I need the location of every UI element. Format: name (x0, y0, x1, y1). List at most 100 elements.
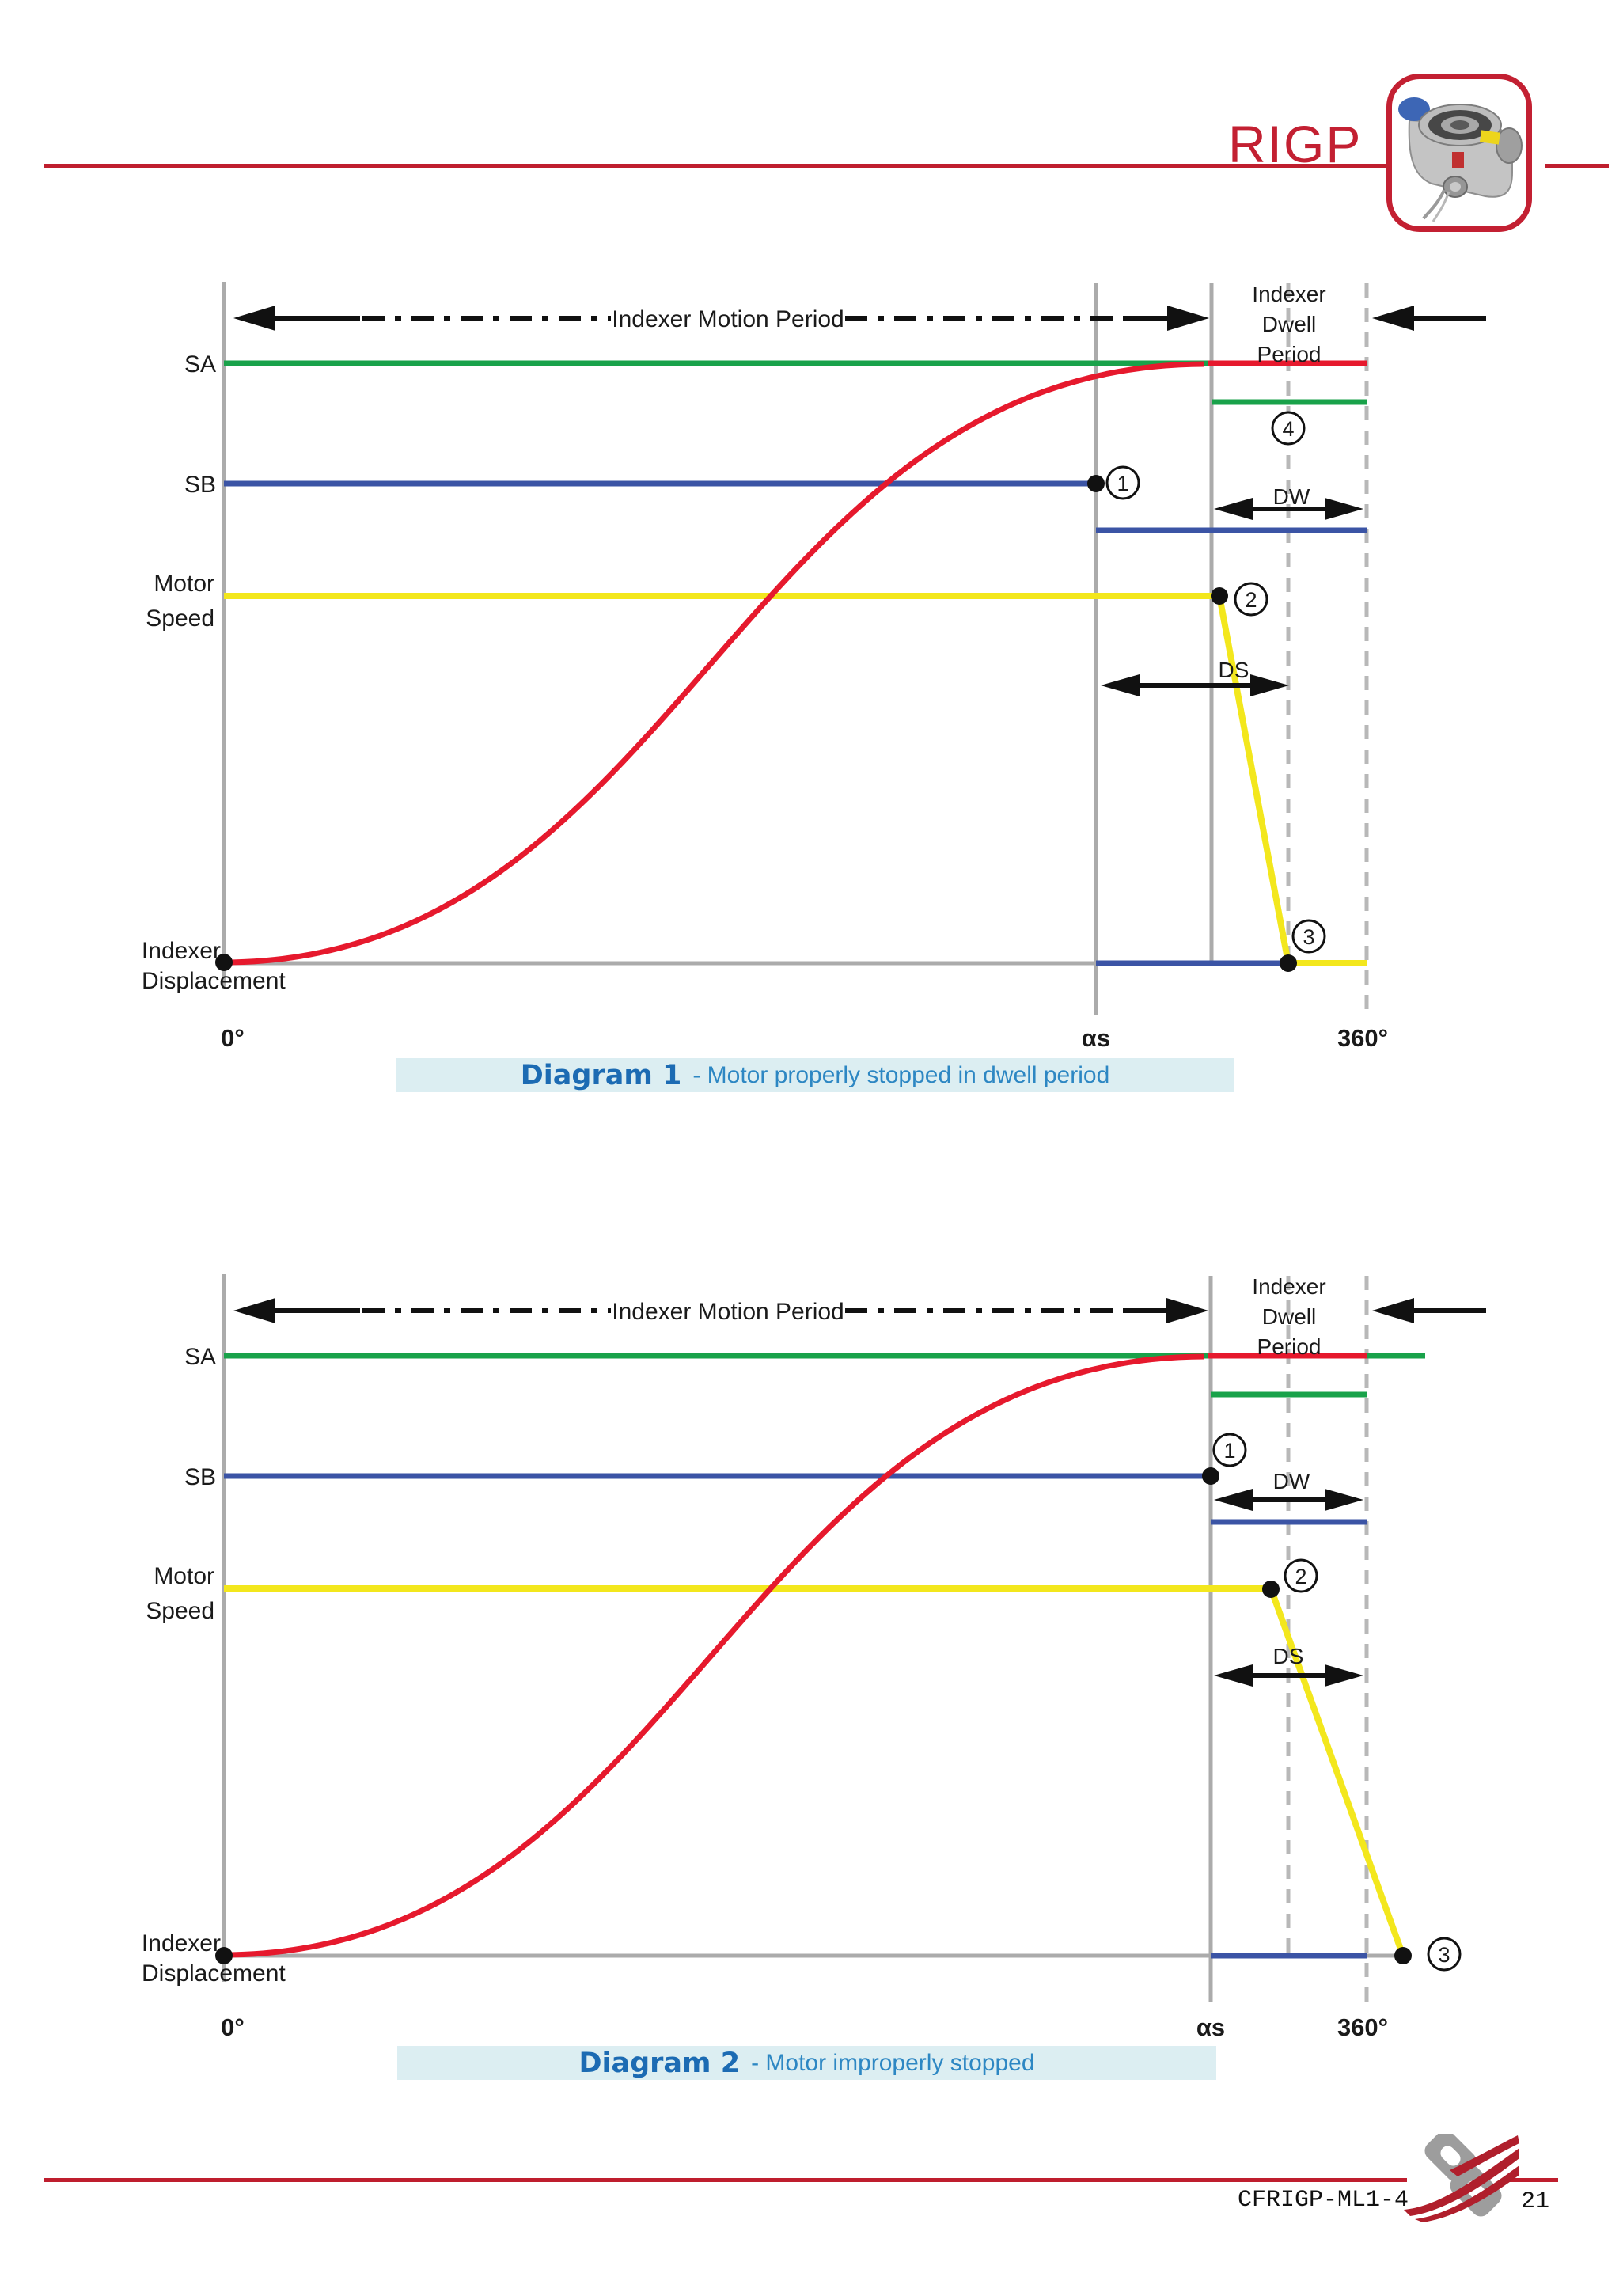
d2-marker-3-circle (1427, 1937, 1462, 1972)
d2-marker-2: 2 (1284, 1558, 1318, 1593)
d2-marker-3: 3 (1427, 1937, 1462, 1972)
d1-marker-1: 1 (1105, 465, 1140, 500)
d1-marker-4-circle (1271, 411, 1306, 446)
diagram-1-caption-title: Diagram 1 (520, 1059, 682, 1091)
d2-axis-zero: 0° (221, 2013, 245, 2041)
d2-marker-1-circle (1212, 1433, 1247, 1467)
machine-cable (1422, 189, 1446, 220)
d2-dw-arrowhead-left-icon (1214, 1489, 1253, 1511)
d2-marker-1-num: 1 (1223, 1439, 1235, 1463)
company-logo (1404, 2134, 1519, 2222)
d1-motor-label-1: Motor (154, 571, 214, 597)
machine-cable-2 (1432, 191, 1450, 222)
machine-motor (1496, 127, 1523, 164)
diagram-1-caption: Diagram 1 - Motor properly stopped in dw… (396, 1058, 1234, 1092)
d1-marker-3-circle (1291, 919, 1326, 954)
d1-point2-dot (1211, 587, 1228, 605)
d1-axis-zero: 0° (221, 1024, 245, 1052)
d2-motion-arrow-left-icon (233, 1298, 275, 1323)
d2-dw-label: DW (1273, 1469, 1310, 1493)
d2-displacement-curve (223, 1353, 1205, 1958)
d2-motion-arrow-right-icon (1166, 1298, 1208, 1323)
d1-dwell-label-3: Period (1257, 342, 1322, 366)
d2-dwell-label-2: Dwell (1262, 1304, 1316, 1329)
machine-connector-center (1450, 182, 1461, 192)
logo-swoosh-2 (1404, 2148, 1519, 2216)
page-number: 21 (1520, 2188, 1549, 2215)
d1-dwell-label-1: Indexer (1252, 282, 1325, 306)
d2-dwell-arrow-icon (1372, 1298, 1414, 1323)
d2-point1-dot (1202, 1467, 1219, 1485)
d2-sa-label: SA (184, 1344, 216, 1370)
diagram-1-caption-text: - Motor properly stopped in dwell period (692, 1061, 1110, 1088)
d2-marker-3-num: 3 (1438, 1943, 1450, 1967)
diagram-2-caption: Diagram 2 - Motor improperly stopped (397, 2046, 1216, 2080)
d1-marker-4-num: 4 (1282, 417, 1294, 441)
d1-axis-360: 360° (1337, 1024, 1388, 1052)
d2-point2-dot (1262, 1581, 1280, 1598)
d1-displacement-curve (223, 361, 1205, 966)
indexer-product-photo (1398, 97, 1523, 222)
d2-dwell-label-3: Period (1257, 1334, 1322, 1359)
d2-origin-dot (215, 1947, 233, 1964)
d1-motor-label-2: Speed (146, 605, 214, 632)
d1-sb-label: SB (184, 472, 216, 498)
d2-sb-label: SB (184, 1464, 216, 1490)
d1-dw-arrowhead-right-icon (1325, 498, 1363, 520)
d1-sa-label: SA (184, 351, 216, 378)
d2-marker-2-circle (1284, 1558, 1318, 1593)
d1-dw-arrowhead-left-icon (1214, 498, 1253, 520)
d2-ds-arrowhead-right-icon (1325, 1664, 1363, 1687)
logo-swoosh-1 (1450, 2135, 1519, 2176)
d2-motor-decel-line (1268, 1587, 1406, 1957)
d2-motion-period-label: Indexer Motion Period (612, 1299, 844, 1325)
d2-dw-arrowhead-right-icon (1325, 1489, 1363, 1511)
d2-point3-dot (1394, 1947, 1412, 1964)
d1-point1-dot (1087, 475, 1105, 492)
d1-motor-decel-line (1216, 595, 1291, 964)
machine-hole (1450, 120, 1469, 130)
machine-blue-knob (1398, 97, 1430, 121)
d2-motor-label-2: Speed (146, 1598, 214, 1624)
d1-marker-2-num: 2 (1245, 588, 1257, 612)
header-rule-right (1545, 164, 1609, 168)
d2-motor-label-1: Motor (154, 1563, 214, 1589)
diagram-2-caption-text: - Motor improperly stopped (751, 2049, 1035, 2076)
document-code: CFRIGP-ML1-4 (1237, 2187, 1409, 2214)
footer-rule-right (1508, 2178, 1558, 2182)
d1-point3-dot (1280, 954, 1297, 972)
d2-axis-alphas: αs (1196, 2013, 1225, 2041)
d1-ds-label: DS (1219, 658, 1249, 682)
d1-motion-arrow-left-icon (233, 306, 275, 331)
diagram-2: Indexer Motion Period Indexer Dwell Peri… (142, 1274, 1486, 2041)
d2-marker-2-num: 2 (1295, 1565, 1306, 1588)
d2-displacement-label-2: Displacement (142, 1960, 286, 1987)
d2-marker-1: 1 (1212, 1433, 1247, 1467)
d1-marker-3: 3 (1291, 919, 1326, 954)
d1-displacement-label-1: Indexer (142, 938, 221, 964)
d1-ds-arrowhead-right-icon (1250, 674, 1289, 696)
brand-title: RIGP (1228, 115, 1363, 173)
d2-dwell-label-1: Indexer (1252, 1274, 1325, 1299)
d1-dwell-label-2: Dwell (1262, 312, 1316, 336)
d2-ds-arrowhead-left-icon (1214, 1664, 1253, 1687)
d2-ds-label: DS (1273, 1644, 1304, 1668)
d1-motion-period-label: Indexer Motion Period (612, 306, 844, 332)
machine-red-label (1452, 152, 1464, 168)
product-photo-frame (1386, 74, 1532, 232)
d1-marker-1-num: 1 (1117, 472, 1128, 495)
d1-displacement-label-2: Displacement (142, 968, 286, 994)
d2-displacement-label-1: Indexer (142, 1930, 221, 1956)
d1-dwell-arrow-icon (1372, 306, 1414, 331)
d1-marker-3-num: 3 (1303, 925, 1314, 949)
d2-axis-360: 360° (1337, 2013, 1388, 2041)
d1-marker-2-circle (1234, 582, 1268, 617)
logo-link-top-hole (1440, 2146, 1461, 2166)
header-rule-left (44, 164, 1387, 168)
d1-marker-1-circle (1105, 465, 1140, 500)
d1-ds-arrowhead-left-icon (1101, 674, 1140, 696)
diagram-1: Indexer Motion Period Indexer Dwell Peri… (142, 282, 1486, 1052)
d1-origin-dot (215, 954, 233, 971)
d1-marker-4: 4 (1271, 411, 1306, 446)
